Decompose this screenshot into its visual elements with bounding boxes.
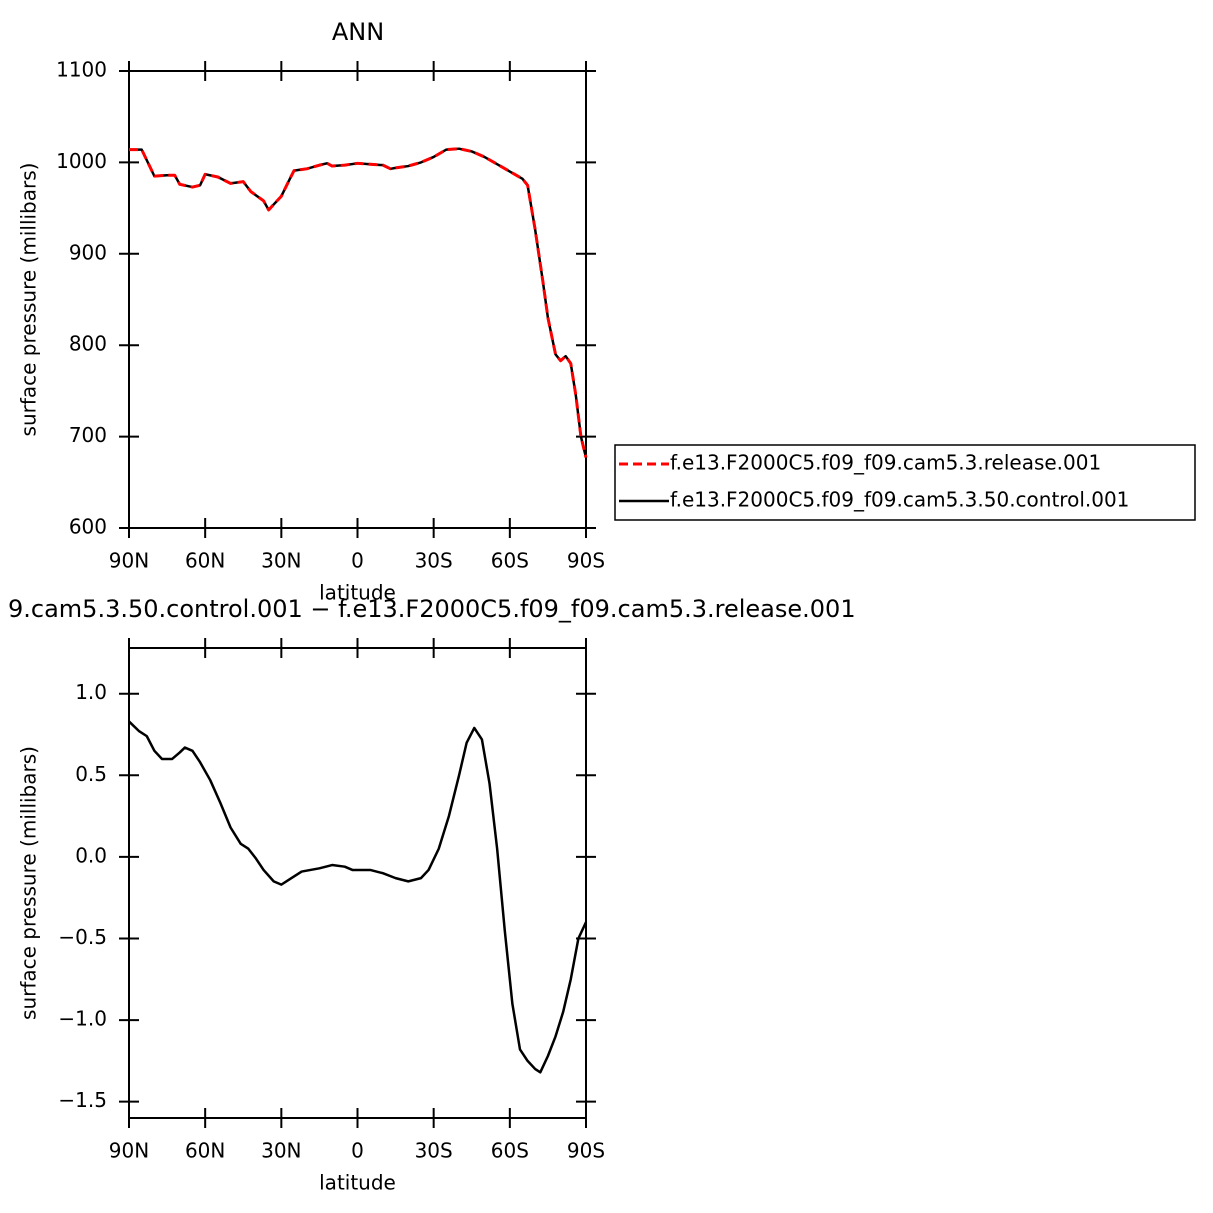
x-tick-label: 90S xyxy=(567,549,605,573)
x-tick-label: 60S xyxy=(491,549,529,573)
chart-title: ANN xyxy=(332,18,384,46)
x-tick-label: 90N xyxy=(109,1139,149,1163)
x-tick-label: 90S xyxy=(567,1139,605,1163)
y-tick-label: 700 xyxy=(69,423,107,447)
x-tick-label: 60N xyxy=(185,1139,225,1163)
x-tick-label: 60N xyxy=(185,549,225,573)
series-line xyxy=(128,720,588,1074)
y-axis-label: surface pressure (millibars) xyxy=(17,746,41,1020)
x-tick-label: 60S xyxy=(491,1139,529,1163)
x-tick-label: 0 xyxy=(351,549,364,573)
y-tick-label: −1.5 xyxy=(58,1088,107,1112)
series-line xyxy=(129,147,588,458)
y-tick-label: 1.0 xyxy=(75,680,107,704)
x-tick-label: 0 xyxy=(351,1139,364,1163)
chart-title: 9.cam5.3.50.control.001 − f.e13.F2000C5.… xyxy=(8,595,856,623)
y-tick-label: −0.5 xyxy=(58,925,107,949)
x-axis-label: latitude xyxy=(319,1171,396,1195)
x-tick-label: 30N xyxy=(261,549,301,573)
legend-box xyxy=(614,444,1196,521)
plot-frame xyxy=(128,70,587,529)
y-tick-label: 800 xyxy=(69,332,107,356)
y-tick-label: 0.0 xyxy=(75,843,107,867)
y-tick-label: 1100 xyxy=(56,58,107,82)
y-tick-label: 600 xyxy=(69,515,107,539)
x-axis-label: latitude xyxy=(319,581,396,605)
y-tick-label: 900 xyxy=(69,240,107,264)
x-tick-label: 30N xyxy=(261,1139,301,1163)
y-tick-label: −1.0 xyxy=(58,1007,107,1031)
x-tick-label: 30S xyxy=(415,549,453,573)
y-axis-label: surface pressure (millibars) xyxy=(17,163,41,437)
series-line xyxy=(129,147,588,458)
y-tick-label: 1000 xyxy=(56,149,107,173)
plot-frame xyxy=(128,647,587,1119)
legend-label: f.e13.F2000C5.f09_f09.cam5.3.50.control.… xyxy=(670,488,1129,512)
y-tick-label: 0.5 xyxy=(75,762,107,786)
legend-label: f.e13.F2000C5.f09_f09.cam5.3.release.001 xyxy=(670,451,1101,475)
x-tick-label: 90N xyxy=(109,549,149,573)
x-tick-label: 30S xyxy=(415,1139,453,1163)
